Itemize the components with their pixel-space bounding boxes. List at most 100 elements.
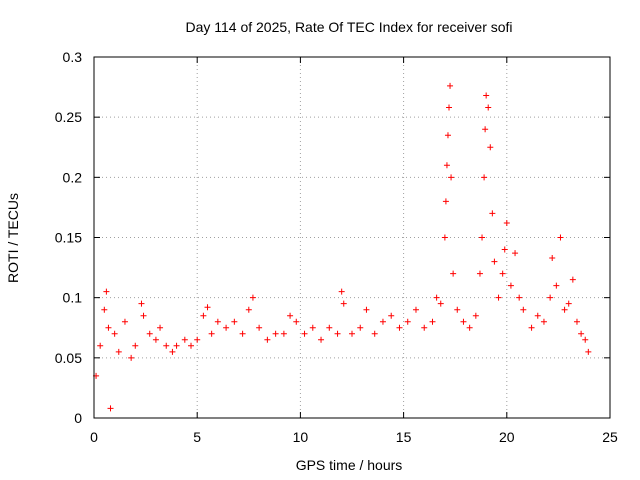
data-point — [565, 300, 572, 307]
data-point — [520, 306, 527, 313]
data-point — [223, 324, 230, 331]
x-tick-label: 15 — [396, 429, 412, 445]
y-axis-label: ROTI / TECUs — [5, 193, 21, 283]
data-point — [476, 270, 483, 277]
data-point — [547, 294, 554, 301]
data-point — [561, 306, 568, 313]
data-point — [442, 198, 449, 205]
data-point — [501, 246, 508, 253]
data-point — [334, 330, 341, 337]
data-point — [444, 132, 451, 139]
data-point — [479, 234, 486, 241]
data-point — [152, 336, 159, 343]
x-tick-label: 25 — [602, 429, 618, 445]
data-point — [557, 234, 564, 241]
data-point — [138, 300, 145, 307]
data-point — [293, 318, 300, 325]
y-tick-label: 0.25 — [55, 109, 82, 125]
chart-title: Day 114 of 2025, Rate Of TEC Index for r… — [185, 19, 512, 35]
data-point — [573, 318, 580, 325]
data-point — [188, 342, 195, 349]
data-point — [301, 330, 308, 337]
data-point — [507, 282, 514, 289]
data-point — [388, 312, 395, 319]
x-tick-label: 5 — [193, 429, 201, 445]
data-point — [132, 342, 139, 349]
data-point — [181, 336, 188, 343]
data-point — [585, 348, 592, 355]
data-point — [157, 324, 164, 331]
data-point — [569, 276, 576, 283]
grid-lines — [94, 57, 610, 418]
data-point — [396, 324, 403, 331]
data-point — [516, 294, 523, 301]
data-point — [528, 324, 535, 331]
data-point — [287, 312, 294, 319]
data-point — [491, 258, 498, 265]
data-point — [97, 342, 104, 349]
data-point — [466, 324, 473, 331]
data-point — [115, 348, 122, 355]
data-point — [194, 336, 201, 343]
data-point — [454, 306, 461, 313]
data-point — [103, 288, 110, 295]
data-point — [483, 92, 490, 99]
data-point — [249, 294, 256, 301]
data-point — [503, 220, 510, 227]
data-point — [443, 162, 450, 169]
data-point — [437, 300, 444, 307]
data-point — [309, 324, 316, 331]
x-tick-label: 10 — [293, 429, 309, 445]
data-point — [578, 330, 585, 337]
data-point — [481, 174, 488, 181]
data-point — [460, 318, 467, 325]
data-point — [245, 306, 252, 313]
data-point — [485, 104, 492, 111]
data-point — [140, 312, 147, 319]
x-axis-label: GPS time / hours — [296, 457, 403, 473]
data-point — [326, 324, 333, 331]
data-point — [549, 254, 556, 261]
data-point — [349, 330, 355, 337]
data-marks — [93, 82, 592, 412]
data-point — [107, 405, 114, 412]
data-point — [441, 234, 448, 241]
data-point — [495, 294, 502, 301]
data-point — [256, 324, 263, 331]
data-point — [433, 294, 440, 301]
data-point — [487, 144, 494, 151]
data-point — [105, 324, 112, 331]
data-point — [239, 330, 246, 337]
data-point — [446, 104, 453, 111]
data-point — [280, 330, 287, 337]
data-point — [512, 250, 519, 257]
data-point — [169, 348, 176, 355]
y-tick-label: 0.05 — [55, 350, 82, 366]
data-point — [371, 330, 378, 337]
data-point — [404, 318, 411, 325]
data-point — [128, 354, 135, 361]
data-point — [482, 126, 489, 133]
data-point — [121, 318, 128, 325]
y-tick-label: 0.2 — [63, 169, 83, 185]
axis-ticks: 0 5 10 15 20 25 0 0.05 0.1 0.15 0.2 0.25 0.3 — [55, 49, 618, 445]
data-point — [489, 210, 496, 217]
data-point — [472, 312, 479, 319]
data-point — [214, 318, 221, 325]
data-point — [421, 324, 428, 331]
x-tick-label: 20 — [499, 429, 515, 445]
data-point — [338, 288, 345, 295]
data-point — [448, 174, 455, 181]
data-point — [111, 330, 118, 337]
data-point — [357, 324, 364, 331]
data-point — [340, 300, 347, 307]
data-point — [450, 270, 457, 277]
data-point — [379, 318, 386, 325]
data-point — [447, 82, 454, 89]
x-tick-label: 0 — [90, 429, 98, 445]
data-point — [412, 306, 419, 313]
data-point — [429, 318, 436, 325]
y-tick-label: 0.1 — [63, 290, 83, 306]
data-point — [540, 318, 547, 325]
